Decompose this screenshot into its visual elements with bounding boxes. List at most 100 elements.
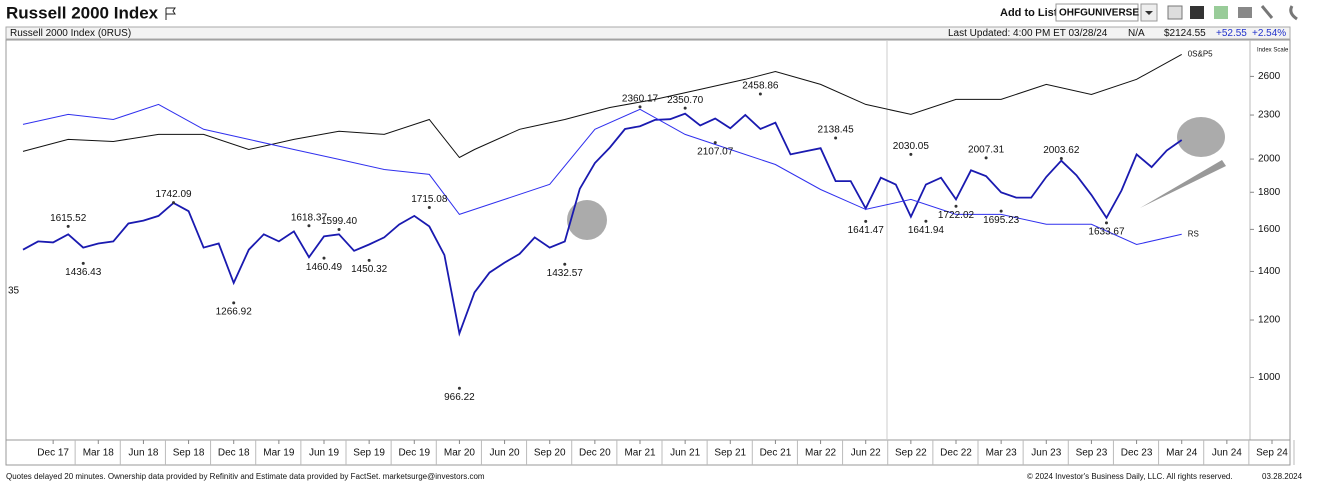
x-tick-label: Mar 21	[624, 448, 656, 459]
status: N/A	[1128, 28, 1145, 39]
annotation-point	[713, 141, 717, 145]
x-tick-label: Sep 24	[1256, 448, 1288, 459]
tool-print[interactable]	[1238, 7, 1252, 18]
tool-phone[interactable]	[1289, 5, 1298, 21]
price: $2124.55	[1164, 28, 1206, 39]
annotation-label: 2138.45	[818, 125, 855, 136]
x-tick-label: Dec 18	[218, 448, 250, 459]
annotation-point	[1104, 221, 1108, 225]
series-line	[22, 53, 1182, 159]
x-tick-label: Dec 20	[579, 448, 611, 459]
annotation-point	[954, 204, 958, 208]
annotation-point	[864, 219, 868, 223]
change-pct: +2.54%	[1252, 28, 1286, 39]
chart-frame	[5, 39, 1291, 466]
series-label: 0S&P5	[1188, 50, 1213, 59]
annotation-label: 1266.92	[216, 307, 253, 318]
annotation-label: 1618.37	[291, 212, 328, 223]
annotation-point	[307, 224, 311, 228]
x-tick-label: Sep 21	[714, 448, 746, 459]
x-tick-label: Dec 23	[1121, 448, 1153, 459]
highlight-circle	[567, 200, 607, 240]
annotation-label: 1641.94	[908, 225, 945, 236]
annotation-label: 1615.52	[50, 213, 87, 224]
annotation-point	[367, 258, 371, 262]
annotation-point	[427, 205, 431, 209]
tool-grid[interactable]	[1190, 6, 1204, 19]
annotation-point	[984, 156, 988, 160]
annotation-point	[834, 136, 838, 140]
highlight-circle	[1177, 117, 1225, 157]
change: +52.55	[1216, 28, 1247, 39]
index-name: Russell 2000 Index (0RUS)	[10, 28, 131, 39]
trend-arrow	[1140, 160, 1226, 208]
annotation-point	[999, 209, 1003, 213]
list-select[interactable]	[1055, 3, 1139, 22]
x-tick-label: Sep 18	[173, 448, 205, 459]
annotation-label: 1432.57	[547, 268, 584, 279]
x-tick-label: Mar 18	[83, 448, 115, 459]
annotation-label: 1695.23	[983, 215, 1020, 226]
annotation-label: 2007.31	[968, 145, 1005, 156]
y-tick-label: 2600	[1258, 71, 1281, 82]
annotation-point	[683, 106, 687, 110]
x-tick-label: Mar 22	[805, 448, 837, 459]
annotation-point	[457, 386, 461, 390]
annotation-label: 2107.07	[697, 146, 734, 157]
annotation-point	[1059, 157, 1063, 161]
edge-label: 35	[8, 286, 20, 297]
add-to-list-label: Add to List:	[1000, 7, 1061, 19]
page-title: Russell 2000 Index	[6, 3, 159, 22]
footer-date: 03.28.2024	[1262, 472, 1303, 481]
footer-copyright: © 2024 Investor's Business Daily, LLC. A…	[1027, 472, 1233, 481]
x-tick-label: Jun 23	[1031, 448, 1061, 459]
series-line	[22, 112, 1183, 337]
y-tick-label: 1400	[1258, 266, 1281, 277]
flag-icon[interactable]	[165, 7, 176, 20]
annotation-point	[638, 105, 642, 109]
series-line	[22, 103, 1182, 246]
x-tick-label: Mar 23	[986, 448, 1018, 459]
info-bar	[5, 26, 1291, 40]
annotation-label: 1436.43	[65, 267, 102, 278]
annotation-label: 2350.70	[667, 95, 704, 106]
annotation-label: 1715.08	[411, 194, 448, 205]
annotation-label: 1722.02	[938, 210, 975, 221]
tool-settings[interactable]	[1260, 5, 1274, 19]
x-tick-label: Mar 19	[263, 448, 295, 459]
y-tick-label: 2300	[1258, 110, 1281, 121]
scale-label: Index Scale	[1257, 48, 1289, 54]
annotation-label: 2458.86	[742, 81, 779, 92]
annotation-label: 1460.49	[306, 262, 343, 273]
series-label: RS	[1188, 229, 1199, 238]
annotation-label: 2003.62	[1043, 145, 1080, 156]
y-tick-label: 2000	[1258, 154, 1281, 165]
y-tick-label: 1000	[1258, 372, 1281, 383]
annotation-point	[758, 92, 762, 96]
y-tick-label: 1600	[1258, 224, 1281, 235]
annotation-label: 1450.32	[351, 264, 388, 275]
x-tick-label: Sep 19	[353, 448, 385, 459]
x-tick-label: Jun 20	[490, 448, 520, 459]
annotation-point	[172, 201, 176, 205]
x-tick-label: Sep 20	[534, 448, 566, 459]
last-updated: Last Updated: 4:00 PM ET 03/28/24	[948, 28, 1108, 39]
x-tick-label: Dec 17	[37, 448, 69, 459]
x-tick-label: Dec 21	[760, 448, 792, 459]
x-tick-label: Dec 22	[940, 448, 972, 459]
annotation-label: 1742.09	[155, 189, 192, 200]
footer-note: Quotes delayed 20 minutes. Ownership dat…	[6, 472, 485, 481]
annotation-label: 966.22	[444, 392, 475, 403]
annotation-point	[322, 256, 326, 260]
x-tick-label: Dec 19	[398, 448, 430, 459]
annotation-point	[909, 152, 913, 156]
tool-chart[interactable]	[1167, 5, 1183, 20]
y-tick-label: 1800	[1258, 187, 1281, 198]
dropdown-arrow	[1145, 11, 1153, 15]
annotation-point	[337, 227, 341, 231]
tool-export[interactable]	[1214, 6, 1228, 19]
annotation-point	[563, 262, 567, 266]
annotation-label: 1599.40	[321, 216, 358, 227]
